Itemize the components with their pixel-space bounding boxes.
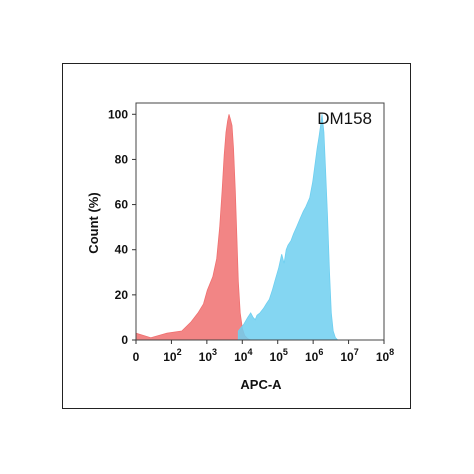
plot-border xyxy=(135,102,385,341)
y-tick-label: 20 xyxy=(115,288,129,302)
x-tick-label: 106 xyxy=(305,347,323,364)
x-tick-base: 10 xyxy=(376,350,390,364)
x-tick-base: 10 xyxy=(340,350,354,364)
x-tick-label: 103 xyxy=(199,347,217,364)
histogram-series-2 xyxy=(237,114,339,341)
y-tick-label: 100 xyxy=(108,107,128,121)
y-tick-label: 80 xyxy=(115,152,129,166)
series-layer xyxy=(135,114,339,341)
x-tick-exponent: 3 xyxy=(212,347,217,357)
x-tick-base: 10 xyxy=(163,350,177,364)
x-tick-exponent: 4 xyxy=(247,347,252,357)
y-tick-label: 0 xyxy=(121,333,128,347)
x-axis-title: APC-A xyxy=(240,377,282,392)
x-tick-exponent: 5 xyxy=(283,347,288,357)
x-tick-base: 10 xyxy=(305,350,319,364)
x-tick-label: 0 xyxy=(133,350,140,364)
x-tick-label: 104 xyxy=(234,347,252,364)
chart-annotation: DM158 xyxy=(317,109,372,128)
x-tick-base: 10 xyxy=(270,350,284,364)
x-tick-base: 10 xyxy=(234,350,248,364)
y-tick-label: 60 xyxy=(115,198,129,212)
y-tick-label: 40 xyxy=(115,243,129,257)
x-tick-exponent: 6 xyxy=(318,347,323,357)
y-axis-title: Count (%) xyxy=(86,192,101,253)
x-tick-label: 107 xyxy=(340,347,358,364)
x-tick-base: 10 xyxy=(199,350,213,364)
x-tick-exponent: 8 xyxy=(389,347,394,357)
x-tick-label: 105 xyxy=(270,347,288,364)
x-tick-exponent: 7 xyxy=(354,347,359,357)
histogram-series-1 xyxy=(135,114,251,341)
x-tick-exponent: 2 xyxy=(177,347,182,357)
x-tick-label: 108 xyxy=(376,347,394,364)
x-tick-label: 102 xyxy=(163,347,181,364)
